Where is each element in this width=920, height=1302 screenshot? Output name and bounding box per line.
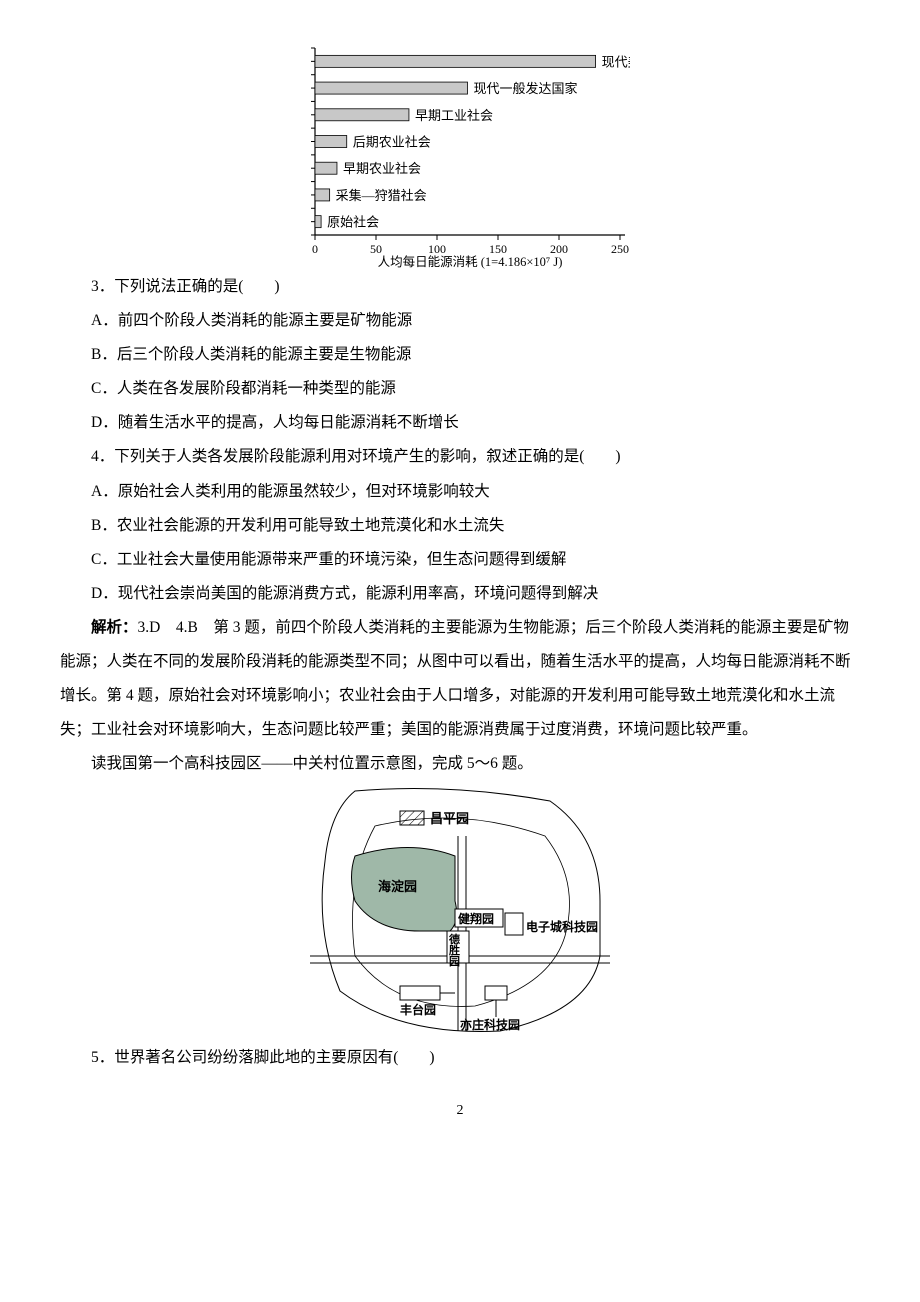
svg-text:园: 园 [449, 955, 460, 968]
q3-opt-d: D．随着生活水平的提高，人均每日能源消耗不断增长 [60, 406, 860, 440]
svg-text:早期农业社会: 早期农业社会 [343, 161, 421, 176]
intro-56: 读我国第一个高科技园区——中关村位置示意图，完成 5～6 题。 [60, 747, 860, 781]
svg-text:250: 250 [611, 242, 629, 256]
energy-chart: 现代美国现代一般发达国家早期工业社会后期农业社会早期农业社会采集—狩猎社会原始社… [60, 40, 860, 270]
svg-text:丰台园: 丰台园 [400, 1002, 436, 1017]
svg-text:100: 100 [428, 242, 446, 256]
q4-stem: 4．下列关于人类各发展阶段能源利用对环境产生的影响，叙述正确的是( ) [60, 440, 860, 474]
q4-opt-d: D．现代社会崇尚美国的能源消费方式，能源利用率高，环境问题得到解决 [60, 577, 860, 611]
map-svg: 昌平园海淀园健翔园德胜园 电子城科技园丰台园亦庄科技园 [300, 781, 620, 1041]
svg-text:人均每日能源消耗 (1=4.186×10⁷ J): 人均每日能源消耗 (1=4.186×10⁷ J) [378, 254, 563, 269]
svg-text:0: 0 [312, 242, 318, 256]
svg-text:现代一般发达国家: 现代一般发达国家 [474, 81, 578, 96]
q3-opt-a: A．前四个阶段人类消耗的能源主要是矿物能源 [60, 304, 860, 338]
svg-text:现代美国: 现代美国 [602, 54, 630, 69]
svg-text:昌平园: 昌平园 [430, 811, 469, 826]
svg-text:电子城科技园: 电子城科技园 [526, 919, 598, 934]
svg-text:胜: 胜 [448, 943, 460, 957]
svg-text:原始社会: 原始社会 [327, 215, 379, 230]
explain-ans: 3.D 4.B [138, 619, 214, 636]
svg-text:后期农业社会: 后期农业社会 [353, 135, 431, 150]
explain-body: 第 3 题，前四个阶段人类消耗的主要能源为生物能源；后三个阶段人类消耗的能源主要… [60, 619, 851, 738]
svg-text:150: 150 [489, 242, 507, 256]
svg-text:健翔园: 健翔园 [458, 911, 494, 926]
q3-opt-c: C．人类在各发展阶段都消耗一种类型的能源 [60, 372, 860, 406]
svg-text:德: 德 [448, 932, 460, 946]
q3-stem: 3．下列说法正确的是( ) [60, 270, 860, 304]
explanation: 解析：3.D 4.B 第 3 题，前四个阶段人类消耗的主要能源为生物能源；后三个… [60, 611, 860, 747]
q4-opt-a: A．原始社会人类利用的能源虽然较少，但对环境影响较大 [60, 475, 860, 509]
svg-text:50: 50 [370, 242, 382, 256]
svg-text:采集—狩猎社会: 采集—狩猎社会 [336, 188, 427, 203]
page-number: 2 [60, 1096, 860, 1127]
explain-lead: 解析： [91, 619, 138, 636]
svg-text:早期工业社会: 早期工业社会 [415, 108, 493, 123]
svg-text:亦庄科技园: 亦庄科技园 [460, 1017, 520, 1032]
q3-opt-b: B．后三个阶段人类消耗的能源主要是生物能源 [60, 338, 860, 372]
q5-stem: 5．世界著名公司纷纷落脚此地的主要原因有( ) [60, 1041, 860, 1075]
svg-text:200: 200 [550, 242, 568, 256]
svg-text:海淀园: 海淀园 [378, 879, 417, 894]
q4-opt-b: B．农业社会能源的开发利用可能导致土地荒漠化和水土流失 [60, 509, 860, 543]
zhongguancun-map: 昌平园海淀园健翔园德胜园 电子城科技园丰台园亦庄科技园 [60, 781, 860, 1041]
q4-opt-c: C．工业社会大量使用能源带来严重的环境污染，但生态问题得到缓解 [60, 543, 860, 577]
energy-bar-chart: 现代美国现代一般发达国家早期工业社会后期农业社会早期农业社会采集—狩猎社会原始社… [290, 40, 630, 270]
